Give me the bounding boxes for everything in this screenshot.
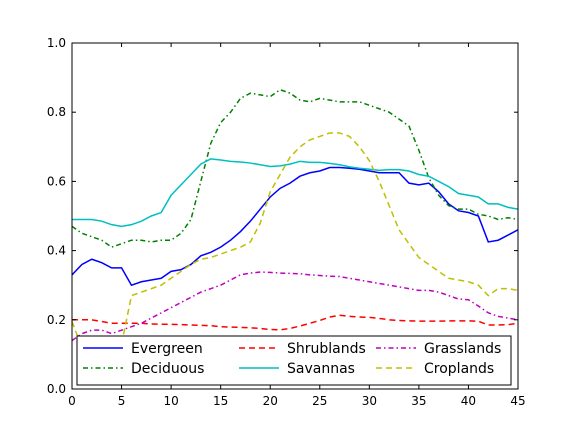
- x-tick-label: 5: [118, 394, 126, 408]
- ticks-layer: 0 5 10 15 20 25 30 35 40 45 0.0 0.2 0.4 0.6 0.8 1.0: [47, 36, 526, 408]
- x-tick-label: 45: [510, 394, 525, 408]
- legend-label: Grasslands: [424, 341, 501, 357]
- plot-frame: [71, 42, 519, 390]
- x-tick-label: 0: [68, 394, 76, 408]
- x-tick-label: 30: [362, 394, 377, 408]
- legend: Evergreen Deciduous Shrublands Savannas Gras…: [76, 335, 512, 386]
- y-tick-label: 0.2: [47, 313, 66, 327]
- series-line-deciduous: [72, 88, 518, 248]
- y-tick-label: 0.0: [47, 382, 66, 396]
- series-line-evergreen: [72, 166, 518, 287]
- x-tick-label: 25: [312, 394, 327, 408]
- x-tick-label: 20: [263, 394, 278, 408]
- series-line-croplands: [72, 132, 518, 352]
- legend-label: Deciduous: [131, 361, 204, 377]
- y-tick-label: 0.4: [47, 244, 66, 258]
- y-tick-label: 0.6: [47, 174, 66, 188]
- y-tick-label: 1.0: [47, 36, 66, 50]
- series-line-grasslands: [72, 271, 518, 342]
- y-tick-label: 0.8: [47, 105, 66, 119]
- series-line-savannas: [72, 158, 518, 228]
- x-tick-label: 35: [411, 394, 426, 408]
- x-tick-label: 10: [163, 394, 178, 408]
- x-tick-label: 40: [461, 394, 476, 408]
- series-line-shrublands: [72, 314, 518, 331]
- series-layer: [72, 88, 518, 352]
- legend-label: Savannas: [287, 361, 355, 377]
- x-tick-label: 15: [213, 394, 228, 408]
- legend-label: Croplands: [424, 361, 494, 377]
- legend-box: [76, 335, 512, 386]
- legend-label: Evergreen: [131, 341, 203, 357]
- legend-label: Shrublands: [287, 341, 366, 357]
